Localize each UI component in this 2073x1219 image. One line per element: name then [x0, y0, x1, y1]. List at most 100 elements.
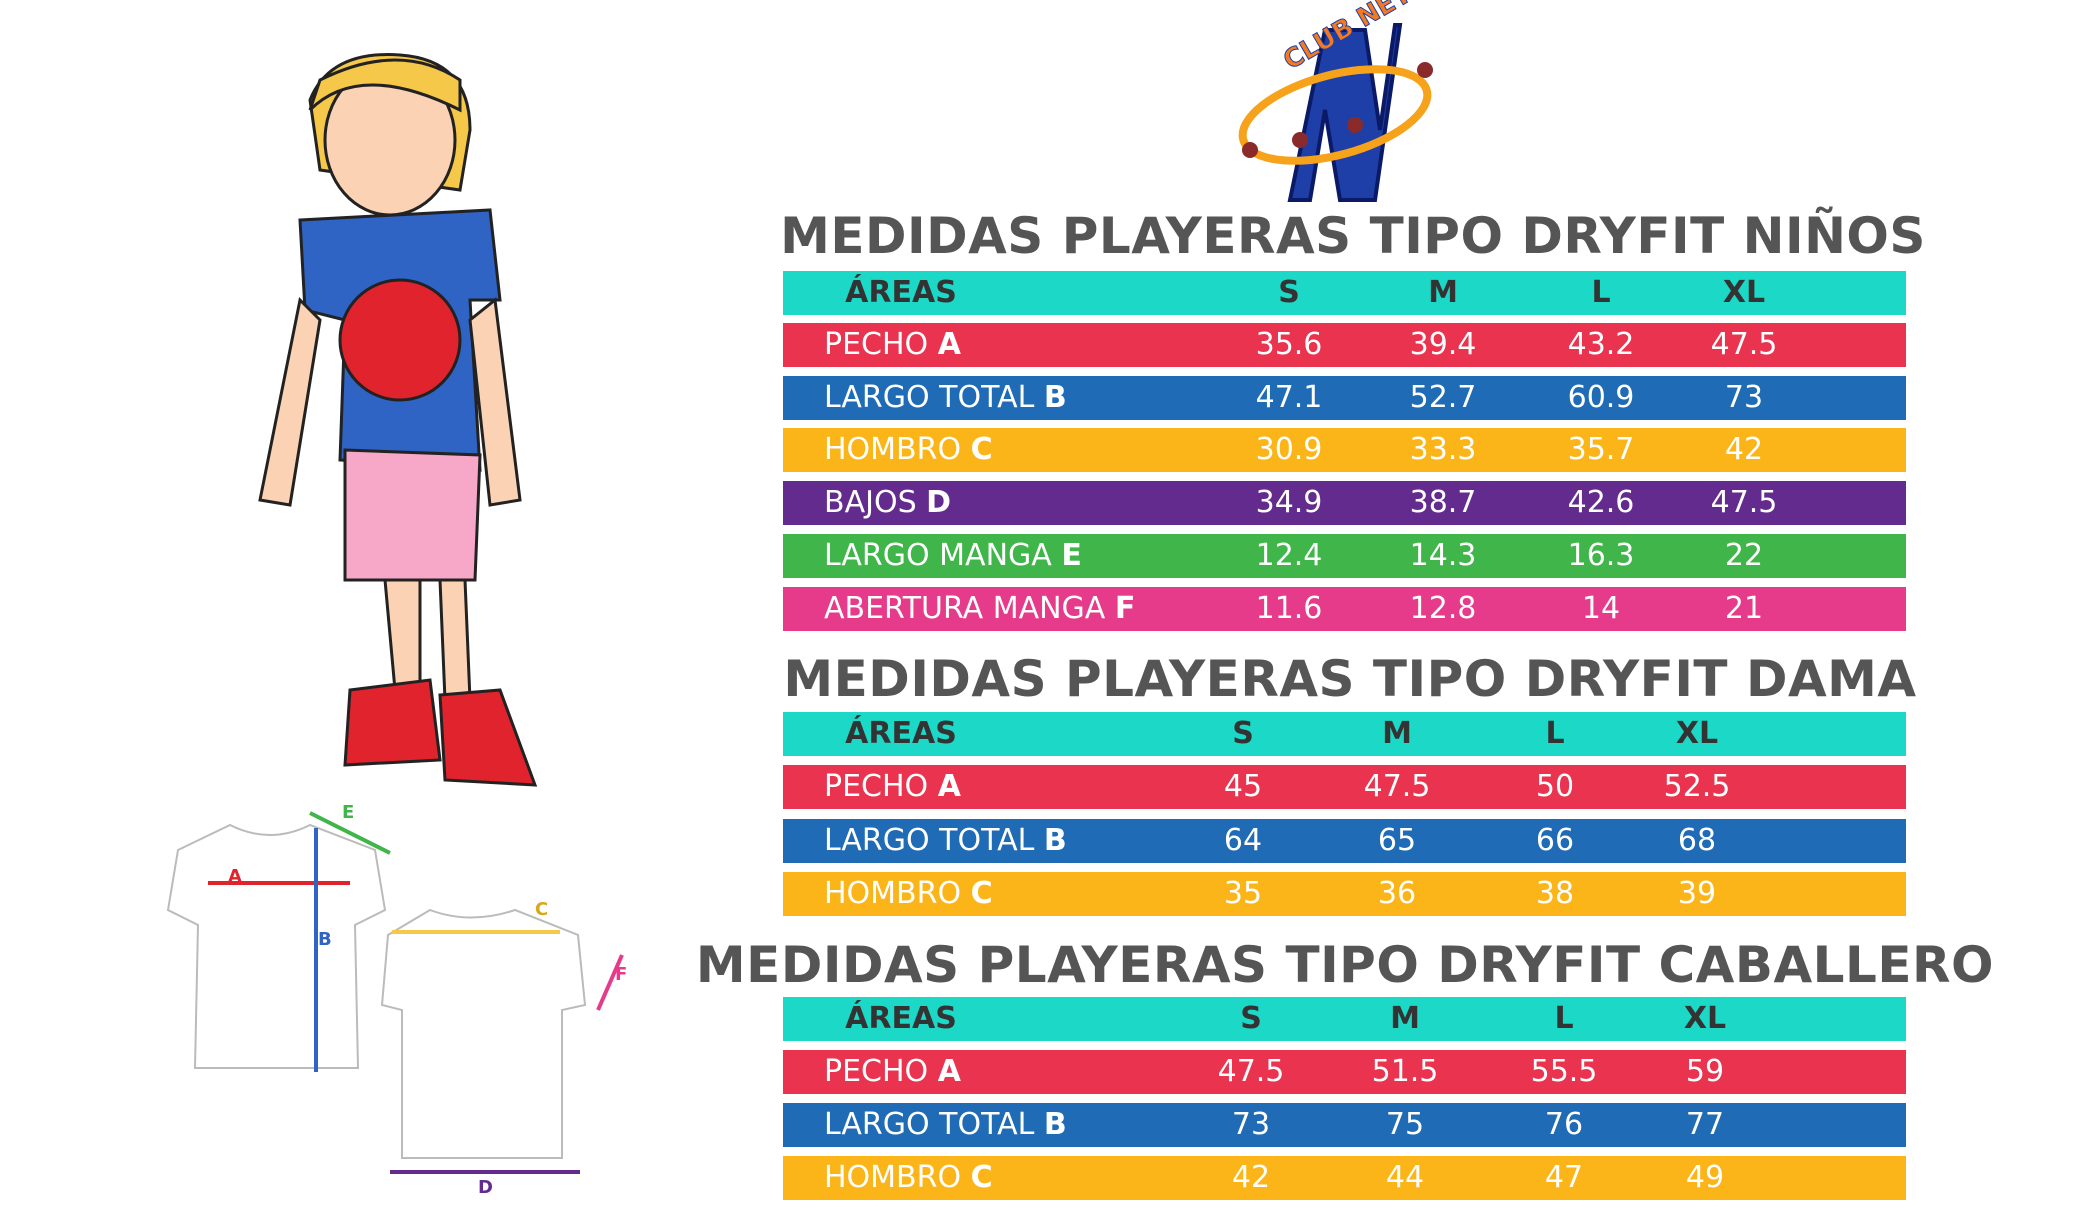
- header-cell: ÁREAS: [845, 275, 957, 310]
- value-cell: 45: [1223, 769, 1263, 804]
- area-name: ABERTURA MANGA: [824, 591, 1106, 626]
- area-name: PECHO: [824, 327, 929, 362]
- row-label: PECHO A: [824, 323, 961, 367]
- area-name: HOMBRO: [824, 1160, 962, 1195]
- area-letter: A: [937, 769, 961, 804]
- table-row: LARGO TOTAL B 73 75 76 77: [783, 1103, 1906, 1147]
- row-label: LARGO TOTAL B: [824, 376, 1067, 420]
- header-cell: M: [1390, 1001, 1420, 1036]
- value-cell: 64: [1223, 823, 1263, 858]
- area-letter: F: [1114, 591, 1136, 626]
- value-cell: 16.3: [1567, 538, 1635, 573]
- value-cell: 59: [1685, 1054, 1725, 1089]
- measure-lines: [208, 811, 624, 1174]
- table-title: MEDIDAS PLAYERAS TIPO DRYFIT DAMA: [783, 650, 1917, 708]
- value-cell: 21: [1724, 591, 1764, 626]
- header-cell: M: [1428, 275, 1458, 310]
- table-row: PECHO A 47.5 51.5 55.5 59: [783, 1050, 1906, 1094]
- logo-letter: N: [1330, 189, 1331, 191]
- label-b: B: [318, 929, 332, 950]
- value-cell: 14: [1581, 591, 1621, 626]
- row-label: ABERTURA MANGA F: [824, 587, 1135, 631]
- value-cell: 12.8: [1409, 591, 1477, 626]
- table-row: HOMBRO C 35 36 38 39: [783, 872, 1906, 916]
- value-cell: 43.2: [1567, 327, 1635, 362]
- value-cell: 75: [1385, 1107, 1425, 1142]
- area-name: PECHO: [824, 1054, 929, 1089]
- header-cell: L: [1554, 1001, 1574, 1036]
- header-row: ÁREAS S M L XL: [783, 997, 1906, 1041]
- row-label: LARGO TOTAL B: [824, 819, 1067, 863]
- area-letter: C: [970, 876, 993, 911]
- header-row: ÁREAS S M L XL: [783, 271, 1906, 315]
- value-cell: 11.6: [1255, 591, 1323, 626]
- header-cell: S: [1232, 716, 1254, 751]
- row-label: LARGO MANGA E: [824, 534, 1082, 578]
- row-label: PECHO A: [824, 1050, 961, 1094]
- value-cell: 42: [1724, 432, 1764, 467]
- header-cell: M: [1382, 716, 1412, 751]
- area-letter: C: [970, 432, 993, 467]
- value-cell: 47.5: [1710, 327, 1778, 362]
- header-cell: XL: [1675, 716, 1719, 751]
- value-cell: 42.6: [1567, 485, 1635, 520]
- table-row: LARGO MANGA E 12.4 14.3 16.3 22: [783, 534, 1906, 578]
- value-cell: 50: [1535, 769, 1575, 804]
- area-name: BAJOS: [824, 485, 917, 520]
- value-cell: 52.7: [1409, 380, 1477, 415]
- value-cell: 36: [1377, 876, 1417, 911]
- value-cell: 35.7: [1567, 432, 1635, 467]
- header-cell: S: [1278, 275, 1300, 310]
- value-cell: 35.6: [1255, 327, 1323, 362]
- value-cell: 47: [1544, 1160, 1584, 1195]
- table-row: LARGO TOTAL B 64 65 66 68: [783, 819, 1906, 863]
- row-label: PECHO A: [824, 765, 961, 809]
- label-e: E: [342, 802, 354, 823]
- value-cell: 38: [1535, 876, 1575, 911]
- label-f: F: [615, 964, 627, 985]
- value-cell: 73: [1724, 380, 1764, 415]
- table-row: PECHO A 35.6 39.4 43.2 47.5: [783, 323, 1906, 367]
- value-cell: 22: [1724, 538, 1764, 573]
- table-title: MEDIDAS PLAYERAS TIPO DRYFIT NIÑOS: [780, 207, 1926, 265]
- header-cell: XL: [1722, 275, 1766, 310]
- illustration: [258, 53, 538, 787]
- header-cell: XL: [1683, 1001, 1727, 1036]
- value-cell: 34.9: [1255, 485, 1323, 520]
- row-label: HOMBRO C: [824, 872, 993, 916]
- area-name: HOMBRO: [824, 876, 962, 911]
- value-cell: 38.7: [1409, 485, 1477, 520]
- area-name: LARGO TOTAL: [824, 380, 1035, 415]
- header-cell: S: [1240, 1001, 1262, 1036]
- area-name: PECHO: [824, 769, 929, 804]
- area-letter: B: [1043, 1107, 1067, 1142]
- area-letter: B: [1043, 823, 1067, 858]
- row-label: HOMBRO C: [824, 1156, 993, 1200]
- value-cell: 66: [1535, 823, 1575, 858]
- row-label: LARGO TOTAL B: [824, 1103, 1067, 1147]
- value-cell: 55.5: [1530, 1054, 1598, 1089]
- area-letter: A: [937, 1054, 961, 1089]
- table-row: HOMBRO C 42 44 47 49: [783, 1156, 1906, 1200]
- value-cell: 77: [1685, 1107, 1725, 1142]
- table-row: LARGO TOTAL B 47.1 52.7 60.9 73: [783, 376, 1906, 420]
- table-row: HOMBRO C 30.9 33.3 35.7 42: [783, 428, 1906, 472]
- measure-labels: A B C D E F: [228, 802, 627, 1198]
- value-cell: 14.3: [1409, 538, 1477, 573]
- header-row: ÁREAS S M L XL: [783, 712, 1906, 756]
- area-letter: A: [937, 327, 961, 362]
- value-cell: 51.5: [1371, 1054, 1439, 1089]
- area-name: LARGO TOTAL: [824, 823, 1035, 858]
- value-cell: 60.9: [1567, 380, 1635, 415]
- area-letter: C: [970, 1160, 993, 1195]
- table-row: ABERTURA MANGA F 11.6 12.8 14 21: [783, 587, 1906, 631]
- table-row: BAJOS D 34.9 38.7 42.6 47.5: [783, 481, 1906, 525]
- shirt-diagram: [166, 823, 587, 1159]
- header-cell: L: [1591, 275, 1611, 310]
- value-cell: 49: [1685, 1160, 1725, 1195]
- value-cell: 39: [1677, 876, 1717, 911]
- value-cell: 47.5: [1217, 1054, 1285, 1089]
- value-cell: 42: [1231, 1160, 1271, 1195]
- area-letter: B: [1043, 380, 1067, 415]
